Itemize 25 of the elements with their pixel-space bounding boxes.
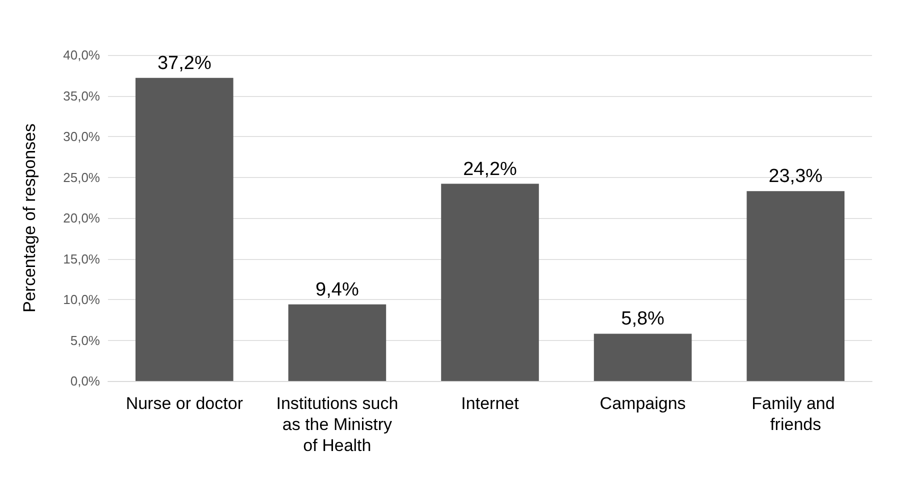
bar: [288, 304, 386, 381]
y-axis-title: Percentage of responses: [20, 123, 39, 313]
y-tick-label: 25,0%: [63, 170, 100, 185]
y-tick-label: 5,0%: [70, 332, 100, 348]
data-label: 24,2%: [463, 158, 518, 180]
y-tick-label: 10,0%: [63, 292, 100, 307]
bar: [441, 184, 539, 381]
data-label: 5,8%: [621, 308, 665, 330]
y-tick-label: 15,0%: [63, 251, 100, 266]
x-tick-label: Institutions such as the Ministry of Health: [276, 394, 398, 455]
y-tick-label: 30,0%: [63, 129, 100, 144]
data-label: 37,2%: [157, 52, 212, 74]
x-tick-label: Nurse or doctor: [126, 394, 244, 413]
y-tick-label: 40,0%: [63, 48, 100, 62]
y-tick-label: 20,0%: [63, 210, 100, 226]
x-tick-label: Family and friends: [752, 394, 840, 434]
bar: [746, 191, 844, 381]
data-label: 9,4%: [316, 279, 359, 300]
x-tick-label: Campaigns: [600, 394, 686, 413]
x-tick-label: Internet: [461, 394, 520, 413]
y-tick-label: 0,0%: [70, 374, 100, 388]
y-tick-label: 35,0%: [63, 88, 100, 104]
data-label: 23,3%: [768, 166, 823, 188]
bar: [136, 78, 234, 381]
bar: [594, 334, 692, 381]
